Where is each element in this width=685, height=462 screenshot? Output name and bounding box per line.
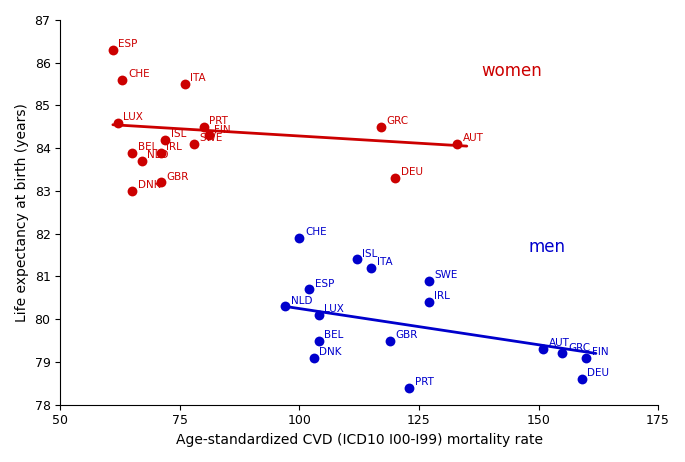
Text: GBR: GBR <box>396 330 418 340</box>
Point <box>313 337 324 344</box>
Point <box>108 46 119 54</box>
Text: ITA: ITA <box>190 73 205 83</box>
Text: IRL: IRL <box>166 142 182 152</box>
Text: AUT: AUT <box>463 133 484 143</box>
Point <box>127 187 138 195</box>
Point <box>451 140 462 148</box>
Text: FIN: FIN <box>592 347 608 357</box>
Text: men: men <box>529 237 566 255</box>
Point <box>404 384 415 391</box>
Y-axis label: Life expectancy at birth (years): Life expectancy at birth (years) <box>15 103 29 322</box>
Point <box>136 158 147 165</box>
Point <box>423 277 434 285</box>
Text: ESP: ESP <box>119 39 138 49</box>
Text: LUX: LUX <box>324 304 344 314</box>
Text: GRC: GRC <box>568 343 590 353</box>
Text: women: women <box>481 62 542 80</box>
Point <box>160 136 171 143</box>
Point <box>538 346 549 353</box>
Point <box>179 80 190 88</box>
Point <box>203 132 214 139</box>
Point <box>279 303 290 310</box>
Point <box>155 149 166 156</box>
Point <box>366 264 377 272</box>
Point <box>188 140 199 148</box>
Text: PRT: PRT <box>210 116 228 126</box>
Text: DEU: DEU <box>401 167 423 177</box>
Text: ESP: ESP <box>314 279 334 289</box>
Text: IRL: IRL <box>434 292 450 301</box>
Text: NLD: NLD <box>290 296 312 306</box>
Point <box>423 298 434 306</box>
Text: DNK: DNK <box>319 347 342 357</box>
Text: DEU: DEU <box>587 368 609 378</box>
Point <box>390 175 401 182</box>
Point <box>294 234 305 242</box>
Text: NLD: NLD <box>147 150 169 160</box>
Text: SWE: SWE <box>434 270 458 280</box>
Point <box>308 354 319 361</box>
Point <box>112 119 123 126</box>
Text: GRC: GRC <box>386 116 408 126</box>
Point <box>581 354 592 361</box>
Text: BEL: BEL <box>138 142 157 152</box>
Point <box>576 376 587 383</box>
Text: ISL: ISL <box>171 129 186 139</box>
X-axis label: Age-standardized CVD (ICD10 I00-I99) mortality rate: Age-standardized CVD (ICD10 I00-I99) mor… <box>175 433 543 447</box>
Point <box>557 350 568 357</box>
Text: FIN: FIN <box>214 125 231 134</box>
Text: GBR: GBR <box>166 172 188 182</box>
Point <box>117 76 128 84</box>
Point <box>375 123 386 131</box>
Point <box>385 337 396 344</box>
Text: CHE: CHE <box>128 69 149 79</box>
Point <box>127 149 138 156</box>
Text: ITA: ITA <box>377 257 393 267</box>
Point <box>155 179 166 186</box>
Text: CHE: CHE <box>305 227 327 237</box>
Text: AUT: AUT <box>549 338 570 348</box>
Text: DNK: DNK <box>138 180 160 190</box>
Text: ISL: ISL <box>362 249 377 259</box>
Text: BEL: BEL <box>324 330 343 340</box>
Text: PRT: PRT <box>415 377 434 387</box>
Point <box>198 123 209 131</box>
Point <box>351 255 362 263</box>
Point <box>303 286 314 293</box>
Text: LUX: LUX <box>123 112 143 122</box>
Text: SWE: SWE <box>200 133 223 143</box>
Point <box>313 311 324 319</box>
